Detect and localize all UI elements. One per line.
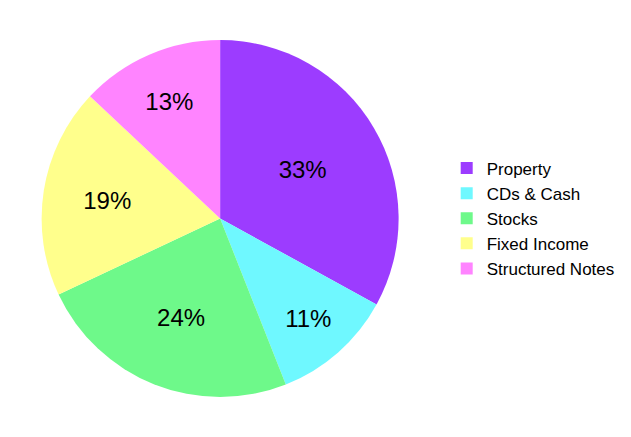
svg-text:19%: 19% [83,187,131,214]
svg-text:Property: Property [487,160,552,179]
svg-text:24%: 24% [157,304,205,331]
svg-text:CDs & Cash: CDs & Cash [487,185,581,204]
svg-text:Structured Notes: Structured Notes [487,260,615,279]
svg-text:13%: 13% [145,88,193,115]
svg-text:Fixed Income: Fixed Income [487,235,589,254]
svg-text:11%: 11% [285,305,331,332]
svg-text:33%: 33% [279,156,327,183]
svg-text:Stocks: Stocks [487,210,538,229]
